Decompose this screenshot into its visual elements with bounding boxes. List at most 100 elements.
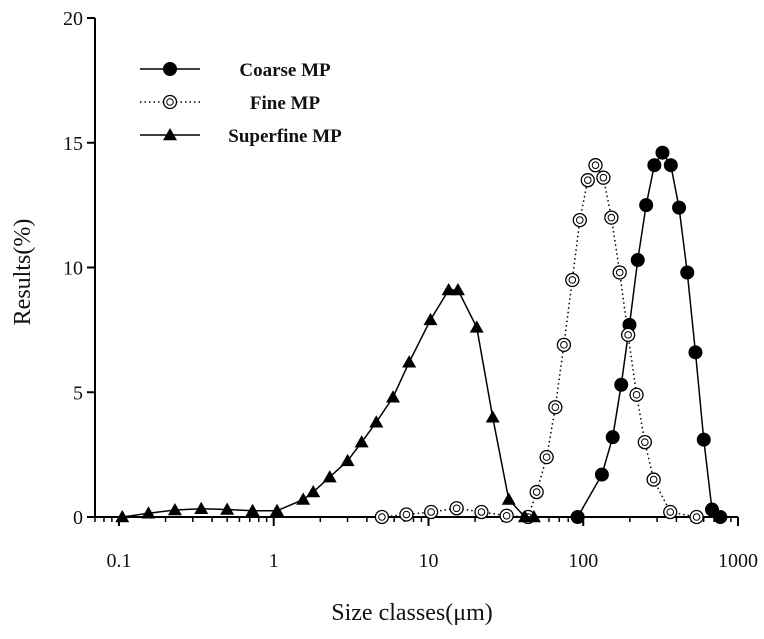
data-point-superfine-mp bbox=[402, 355, 417, 368]
marker-ring bbox=[474, 504, 489, 520]
marker-ring-inner bbox=[452, 504, 461, 513]
marker-ring bbox=[646, 472, 661, 487]
marker-ring-inner bbox=[542, 453, 551, 461]
data-point-fine-mp bbox=[596, 170, 611, 185]
marker-ring bbox=[596, 170, 611, 185]
data-point-fine-mp bbox=[612, 265, 627, 280]
marker-ring-inner bbox=[624, 331, 632, 339]
data-point-coarse-mp bbox=[655, 145, 670, 160]
series-fine-mp bbox=[374, 158, 704, 525]
marker-ring bbox=[539, 449, 554, 465]
legend-label: Superfine MP bbox=[228, 126, 342, 147]
y-axis-title: Results(%) bbox=[10, 219, 36, 326]
marker-ring bbox=[399, 507, 414, 522]
marker-ring bbox=[449, 501, 464, 516]
marker-ring-inner bbox=[551, 403, 560, 412]
marker-ring-inner bbox=[649, 475, 658, 484]
y-tick-label: 10 bbox=[63, 258, 83, 280]
data-point-superfine-mp bbox=[526, 510, 541, 523]
data-point-coarse-mp bbox=[614, 377, 629, 392]
series-line-coarse-mp bbox=[576, 151, 721, 518]
data-point-superfine-mp bbox=[167, 503, 182, 516]
data-point-coarse-mp bbox=[630, 253, 645, 268]
y-tick-label: 5 bbox=[73, 382, 83, 404]
legend-marker bbox=[162, 94, 178, 110]
marker-ring-inner bbox=[427, 508, 435, 516]
data-point-fine-mp bbox=[629, 387, 644, 402]
marker-ring-inner bbox=[615, 268, 624, 277]
data-point-fine-mp bbox=[556, 337, 572, 352]
data-point-superfine-mp bbox=[354, 435, 369, 448]
data-point-superfine-mp bbox=[194, 501, 209, 515]
marker-ring-inner bbox=[583, 176, 592, 184]
data-point-fine-mp bbox=[539, 449, 554, 465]
x-tick-label: 1000 bbox=[718, 550, 758, 572]
marker-ring bbox=[588, 158, 603, 173]
data-point-fine-mp bbox=[449, 501, 464, 516]
marker-ring-inner bbox=[166, 98, 174, 106]
marker-ring-inner bbox=[632, 390, 641, 399]
data-point-coarse-mp bbox=[713, 510, 728, 524]
data-point-superfine-mp bbox=[423, 312, 438, 326]
data-point-fine-mp bbox=[637, 434, 652, 450]
marker-ring-inner bbox=[532, 488, 541, 496]
legend-label: Coarse MP bbox=[239, 60, 331, 81]
marker-ring-inner bbox=[568, 276, 577, 284]
legend-item-coarse-mp: Coarse MP bbox=[140, 60, 331, 81]
marker-ring-inner bbox=[607, 213, 616, 222]
x-tick-label: 0.1 bbox=[106, 550, 131, 572]
y-tick-label: 15 bbox=[63, 133, 83, 155]
data-point-fine-mp bbox=[588, 158, 603, 173]
series-layer bbox=[115, 145, 728, 525]
marker-ring bbox=[423, 504, 439, 520]
legend: Coarse MP Fine MP Superfine MP bbox=[140, 60, 342, 147]
marker-ring bbox=[629, 387, 644, 402]
data-point-fine-mp bbox=[646, 472, 661, 487]
marker-ring bbox=[663, 504, 678, 520]
data-point-coarse-mp bbox=[680, 265, 695, 280]
marker-ring bbox=[604, 210, 619, 225]
legend-label: Fine MP bbox=[250, 93, 321, 114]
data-point-superfine-mp bbox=[441, 282, 456, 296]
data-point-coarse-mp bbox=[605, 430, 620, 445]
marker-ring bbox=[499, 508, 514, 523]
series-superfine-mp bbox=[115, 282, 541, 523]
data-point-fine-mp bbox=[474, 504, 489, 520]
data-point-superfine-mp bbox=[220, 502, 235, 515]
marker-ring bbox=[572, 212, 587, 228]
data-point-fine-mp bbox=[604, 210, 619, 225]
series-coarse-mp bbox=[570, 145, 728, 524]
axes: 0 5 10 15 20 0.1 1 10 100 1000 bbox=[63, 8, 758, 572]
data-point-coarse-mp bbox=[647, 158, 662, 173]
legend-marker bbox=[163, 62, 177, 76]
series-line-superfine-mp bbox=[122, 289, 534, 518]
data-point-fine-mp bbox=[572, 212, 587, 228]
marker-ring bbox=[612, 265, 627, 280]
marker-ring-inner bbox=[599, 173, 608, 182]
data-point-coarse-mp bbox=[696, 432, 711, 447]
marker-ring bbox=[162, 94, 178, 110]
x-tick-label: 1 bbox=[269, 550, 279, 572]
data-point-superfine-mp bbox=[306, 485, 321, 498]
data-point-fine-mp bbox=[548, 400, 563, 415]
marker-ring-inner bbox=[591, 161, 600, 170]
data-point-coarse-mp bbox=[672, 200, 687, 215]
data-point-superfine-mp bbox=[501, 492, 516, 505]
data-point-superfine-mp bbox=[369, 415, 384, 428]
marker-ring bbox=[374, 509, 390, 525]
data-point-fine-mp bbox=[565, 272, 580, 288]
marker-ring bbox=[565, 272, 580, 288]
data-point-superfine-mp bbox=[450, 282, 465, 296]
y-tick-label: 0 bbox=[73, 507, 83, 529]
data-point-superfine-mp bbox=[386, 390, 401, 403]
legend-marker bbox=[163, 128, 177, 141]
data-point-superfine-mp bbox=[115, 510, 130, 523]
x-tick-label: 100 bbox=[568, 550, 598, 572]
marker-ring-inner bbox=[666, 508, 675, 516]
x-tick-label: 10 bbox=[418, 550, 438, 572]
data-point-coarse-mp bbox=[594, 467, 609, 482]
data-point-superfine-mp bbox=[270, 503, 285, 517]
data-point-coarse-mp bbox=[663, 158, 678, 173]
data-point-coarse-mp bbox=[570, 510, 585, 524]
